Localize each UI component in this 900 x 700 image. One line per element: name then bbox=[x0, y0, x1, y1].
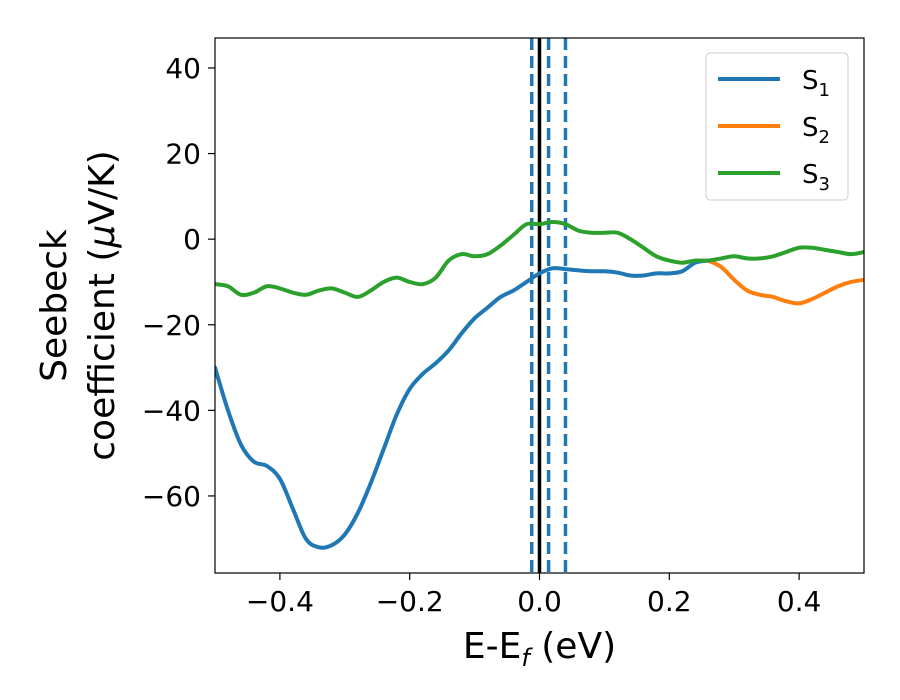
legend-label-2: S3 bbox=[802, 160, 830, 195]
y-axis-title-suffix: V/K) bbox=[82, 150, 123, 224]
y-axis-title-line1: Seebeck bbox=[34, 229, 75, 382]
x-axis-title-main: E-E bbox=[463, 626, 521, 667]
x-axis-title-unit: (eV) bbox=[530, 626, 616, 667]
legend-label-0: S1 bbox=[802, 66, 830, 101]
series-line-s2 bbox=[706, 258, 864, 306]
x-tick-label-1: −0.2 bbox=[376, 585, 444, 618]
y-tick-label-0: 40 bbox=[165, 52, 201, 85]
x-axis-title: E-Ef (eV) bbox=[463, 626, 616, 672]
y-tick-label-2: 0 bbox=[183, 223, 201, 256]
series-line-s1 bbox=[215, 258, 711, 550]
series-line-s3 bbox=[215, 220, 864, 299]
x-tick-label-2: 0.0 bbox=[517, 585, 562, 618]
vertical-reference-lines bbox=[529, 38, 568, 573]
legend: S1 S2 S3 bbox=[705, 52, 849, 201]
y-tick-label-4: −40 bbox=[142, 394, 201, 427]
y-axis-title-mu: μ bbox=[82, 225, 123, 249]
y-tick-label-3: −20 bbox=[142, 309, 201, 342]
y-axis-title-line2: coefficient (μV/K) bbox=[82, 150, 123, 460]
x-tick-label-4: 0.4 bbox=[777, 585, 822, 618]
y-axis: 40 20 0 −20 −40 −60 bbox=[142, 52, 215, 513]
y-axis-title: Seebeck coefficient (μV/K) bbox=[34, 150, 123, 460]
y-tick-label-5: −60 bbox=[142, 480, 201, 513]
x-axis: −0.4 −0.2 0.0 0.2 0.4 bbox=[246, 573, 821, 618]
y-tick-label-1: 20 bbox=[165, 138, 201, 171]
series-lines bbox=[215, 220, 864, 550]
x-tick-label-0: −0.4 bbox=[246, 585, 314, 618]
x-tick-label-3: 0.2 bbox=[647, 585, 692, 618]
y-axis-title-prefix: coefficient ( bbox=[82, 248, 123, 461]
legend-label-1: S2 bbox=[802, 113, 830, 148]
